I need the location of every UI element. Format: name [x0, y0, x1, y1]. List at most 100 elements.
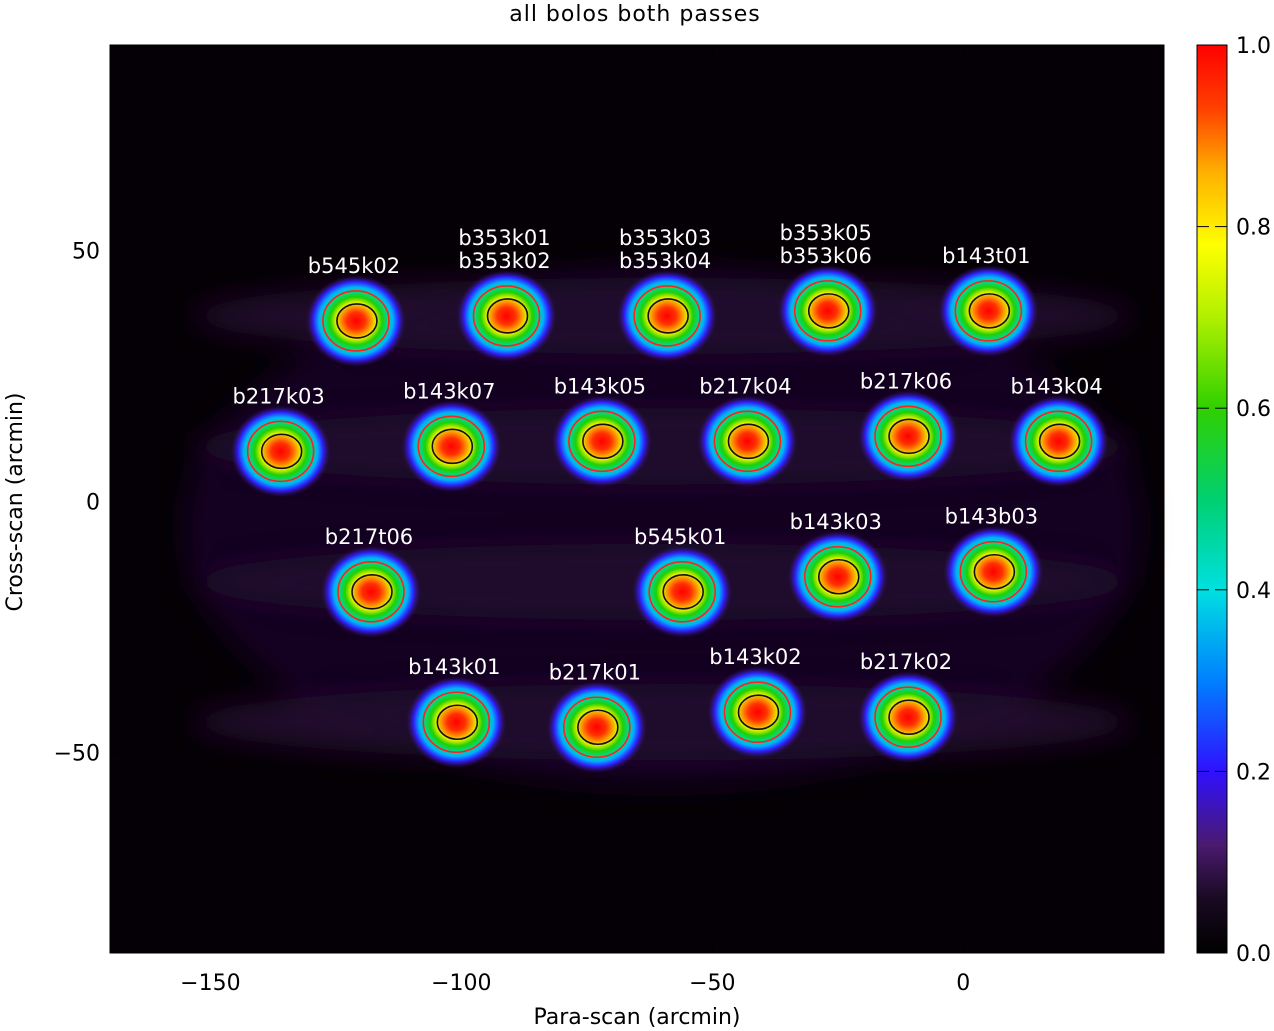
- y-tick-label: 0: [86, 491, 100, 516]
- beam-intensity: [617, 269, 718, 362]
- colorbar: 0.0 0.2 0.4 0.6 0.8 1.0: [1196, 34, 1271, 967]
- beam-intensity: [305, 274, 406, 367]
- beam: [320, 545, 421, 638]
- y-axis-label: Cross-scan (arcmin): [3, 392, 28, 611]
- beam-intensity: [320, 545, 421, 638]
- beam: [697, 395, 798, 488]
- beam-intensity: [546, 681, 647, 774]
- beam-contour-inner: [647, 298, 689, 334]
- beam: [305, 274, 406, 367]
- beam-contour-inner: [888, 418, 930, 455]
- beam-contour-inner: [577, 709, 619, 746]
- beam-label: b143k03: [790, 510, 882, 534]
- beam-label: b545k02: [308, 254, 400, 278]
- beam-contour-inner: [260, 433, 303, 470]
- x-axis-label: Para-scan (arcmin): [534, 1005, 741, 1030]
- beam-intensity: [697, 395, 798, 488]
- colorbar-tick-label: 0.2: [1236, 760, 1271, 785]
- beam-label: b353k02: [458, 249, 550, 273]
- beam: [777, 264, 878, 357]
- beam: [707, 666, 808, 759]
- beam-label: b143k04: [1010, 374, 1102, 398]
- beam-intensity: [707, 666, 808, 759]
- colorbar-tick-label: 0.6: [1236, 397, 1271, 422]
- colorbar-ticks: 0.0 0.2 0.4 0.6 0.8 1.0: [1197, 34, 1271, 967]
- beams-layer: [230, 264, 1109, 774]
- beam-contour-inner: [817, 558, 860, 595]
- beam-contour-outer: [723, 681, 792, 744]
- beam-label: b143k05: [554, 374, 646, 398]
- beam-contour-inner: [351, 574, 393, 610]
- beam-contour-inner: [436, 704, 479, 741]
- beam-intensity: [456, 269, 557, 362]
- beam: [858, 671, 959, 764]
- beam-contour-inner: [336, 303, 378, 339]
- beam: [943, 525, 1044, 618]
- beam-label: b143k02: [709, 645, 801, 669]
- beam-intensity: [858, 390, 959, 483]
- x-tick-label: −100: [431, 971, 491, 996]
- beam-label: b143k07: [403, 379, 495, 403]
- beam-contour-outer: [713, 410, 782, 473]
- beam-label: b353k04: [619, 249, 711, 273]
- beam-contour-inner: [582, 423, 624, 460]
- beam: [456, 269, 557, 362]
- beam-label: b217k06: [860, 369, 952, 393]
- beam-intensity: [632, 545, 733, 638]
- beam-contour-outer: [633, 285, 701, 347]
- beam: [401, 400, 502, 493]
- beam-intensity: [943, 525, 1044, 618]
- beam: [858, 390, 959, 483]
- x-tick-label: −150: [180, 971, 240, 996]
- beam-contour-inner: [431, 428, 474, 465]
- beam-contour-inner: [807, 293, 850, 329]
- beam-contour-outer: [417, 415, 486, 478]
- colorbar-tick-label: 0.0: [1236, 942, 1271, 967]
- beam-contour-inner: [727, 423, 770, 460]
- beam-intensity: [938, 264, 1039, 357]
- beam: [1008, 395, 1109, 488]
- beam-label: b217k03: [232, 384, 324, 408]
- beam-contour-inner: [973, 553, 1016, 590]
- beam: [230, 405, 331, 498]
- beam-contour-outer: [246, 420, 315, 483]
- beam-contour-outer: [563, 696, 631, 759]
- beam-intensity: [551, 395, 652, 488]
- x-tick-label: 0: [956, 971, 970, 996]
- beam-contour-outer: [793, 280, 862, 342]
- beam-contour-outer: [568, 410, 636, 473]
- beam-contour-outer: [959, 540, 1028, 603]
- x-axis: −150 −100 −50 0: [180, 45, 970, 996]
- beam-intensity: [401, 400, 502, 493]
- beam-label: b353k01: [458, 226, 550, 250]
- y-tick-label: 50: [72, 240, 100, 265]
- beam-contour-outer: [472, 285, 541, 347]
- beam: [551, 395, 652, 488]
- beam-contour-inner: [1038, 423, 1081, 460]
- beam-contour-outer: [874, 686, 942, 749]
- beam-intensity: [777, 264, 878, 357]
- beam-contour-inner: [486, 298, 529, 334]
- beam: [632, 545, 733, 638]
- beam-intensity: [858, 671, 959, 764]
- beam-label: b217k04: [699, 374, 791, 398]
- beam: [546, 681, 647, 774]
- beam-contour-inner: [737, 694, 780, 731]
- beam-label: b143k01: [408, 655, 500, 679]
- beam: [938, 264, 1039, 357]
- beam: [406, 676, 507, 769]
- y-tick-label: −50: [54, 741, 100, 766]
- beam: [617, 269, 718, 362]
- beam-contour-outer: [803, 545, 872, 608]
- beam: [787, 530, 888, 623]
- colorbar-tick-label: 0.8: [1236, 216, 1271, 241]
- beam-contour-outer: [1024, 410, 1093, 473]
- beam-label: b217t06: [325, 525, 413, 549]
- beam-label: b143b03: [945, 505, 1038, 529]
- beam-contour-outer: [874, 405, 942, 468]
- colorbar-gradient: [1196, 44, 1228, 954]
- beam-label: b353k05: [780, 221, 872, 245]
